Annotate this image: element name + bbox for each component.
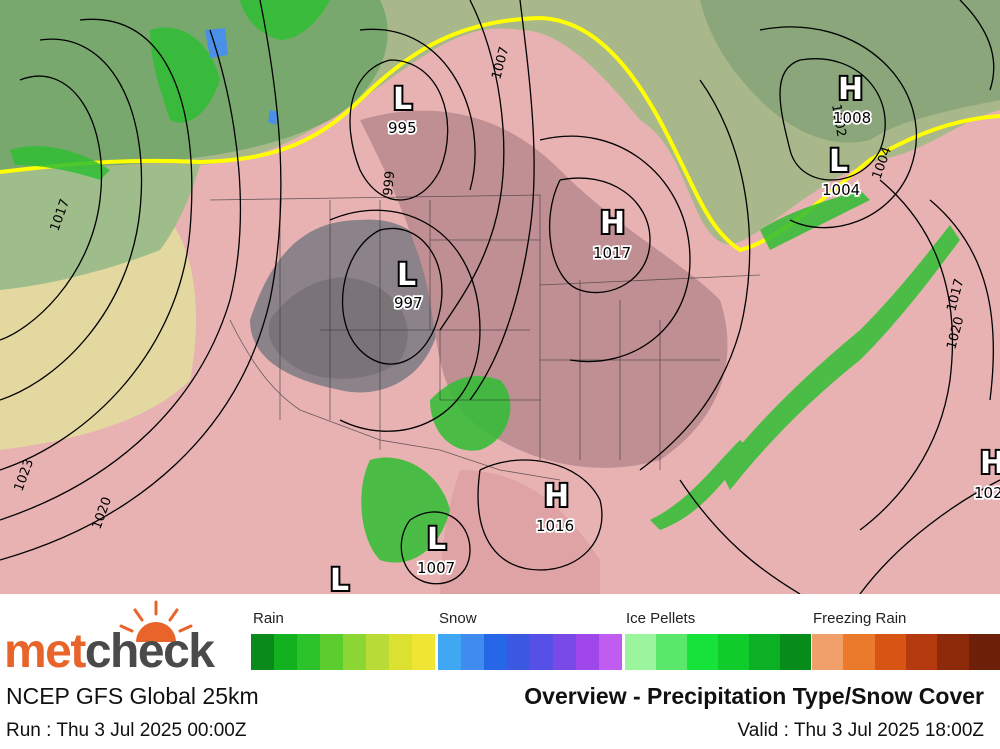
legend-swatches-rain xyxy=(251,634,435,670)
pressure-system: L 997 xyxy=(392,256,424,314)
legend-swatch xyxy=(438,634,461,670)
legend-swatch xyxy=(274,634,297,670)
legend-swatch xyxy=(718,634,749,670)
cool-zone-east xyxy=(700,0,1000,143)
legend-swatch xyxy=(530,634,553,670)
legend-swatch xyxy=(320,634,343,670)
pressure-system: H 1017 xyxy=(591,204,633,264)
borders xyxy=(209,194,761,481)
pressure-letter: L xyxy=(393,82,412,117)
legend-swatch xyxy=(366,634,389,670)
legend-swatch xyxy=(937,634,969,670)
legend-swatch xyxy=(343,634,366,670)
pressure-system: L 1004 xyxy=(820,142,862,201)
legend-swatch xyxy=(412,634,435,670)
legend-swatch xyxy=(687,634,718,670)
legend-swatch xyxy=(484,634,507,670)
pressure-letter: H xyxy=(544,479,569,514)
isobar-label: 1002 xyxy=(828,103,849,138)
legend-swatch xyxy=(297,634,320,670)
blue-patches xyxy=(205,28,278,125)
legend-swatches-snow xyxy=(438,634,622,670)
legend-swatches-freezing-rain xyxy=(812,634,1000,670)
pressure-value: 1017 xyxy=(593,244,631,262)
logo-check: check xyxy=(84,625,215,678)
pressure-letter: H xyxy=(980,446,1000,481)
legend-swatch xyxy=(576,634,599,670)
pressure-letter: L xyxy=(397,258,416,293)
pressure-letter: H xyxy=(600,206,625,241)
pressure-system: H 102 xyxy=(972,444,1000,504)
pressure-letter: L xyxy=(829,144,848,179)
legend-swatch xyxy=(507,634,530,670)
rain-snow-boundary xyxy=(0,15,1000,253)
legend-label-snow: Snow xyxy=(439,610,477,627)
pressure-value: 995 xyxy=(388,119,417,137)
gulf xyxy=(440,470,600,594)
legend-swatch xyxy=(656,634,687,670)
legend-swatch xyxy=(780,634,811,670)
isobar-label: 999 xyxy=(381,170,398,196)
model-name: NCEP GFS Global 25km xyxy=(6,683,259,709)
legend-swatch xyxy=(812,634,844,670)
mid-continent xyxy=(360,110,728,468)
logo-met: met xyxy=(4,625,86,678)
green-zone-pacific xyxy=(0,165,200,290)
valid-time: Valid : Thu 3 Jul 2025 18:00Z xyxy=(737,720,984,741)
legend-label-ice-pellets: Ice Pellets xyxy=(626,610,696,627)
pressure-value: 997 xyxy=(394,294,423,312)
pressure-value: 1008 xyxy=(833,109,871,127)
legend-swatch xyxy=(749,634,780,670)
pressure-value: 102 xyxy=(974,484,1000,502)
pressure-letter: L xyxy=(427,522,446,557)
pressure-value: 1007 xyxy=(417,559,455,577)
run-time: Run : Thu 3 Jul 2025 00:00Z xyxy=(6,720,247,741)
pressure-system: L xyxy=(328,561,351,594)
chart-title: Overview - Precipitation Type/Snow Cover xyxy=(524,683,984,709)
pressure-system: H 1008 xyxy=(831,70,873,129)
pressure-letter: H xyxy=(838,72,863,107)
legend-label-rain: Rain xyxy=(253,610,284,627)
legend-swatch xyxy=(599,634,622,670)
pressure-system: L 1007 xyxy=(415,520,457,579)
legend-swatch xyxy=(461,634,484,670)
isobars xyxy=(0,0,1000,594)
legend-swatch xyxy=(389,634,412,670)
legend-swatch xyxy=(905,634,938,670)
legend-label-freezing-rain: Freezing Rain xyxy=(813,610,907,627)
pressure-system: H 1016 xyxy=(534,477,576,537)
legend-swatch xyxy=(625,634,656,670)
pressure-letter: L xyxy=(330,563,349,594)
legend-swatch xyxy=(251,634,274,670)
pressure-system: L 995 xyxy=(386,80,418,139)
legend-swatch xyxy=(843,634,875,670)
logo-text: metcheck xyxy=(4,625,215,678)
legend-swatch xyxy=(553,634,576,670)
pressure-value: 1004 xyxy=(822,181,860,199)
interior-low-core xyxy=(268,277,408,379)
weather-map: 1017 1007 999 1002 1023 1020 1004 1017 1… xyxy=(0,0,1000,594)
legend-swatches-ice-pellets xyxy=(625,634,811,670)
precip-areas xyxy=(10,0,960,563)
legend-swatch xyxy=(968,634,1000,670)
footer: metcheck Rain Snow Ice Pellets Freezing … xyxy=(0,594,1000,749)
legend-swatch xyxy=(874,634,906,670)
pressure-value: 1016 xyxy=(536,517,574,535)
sun-icon xyxy=(119,600,193,642)
